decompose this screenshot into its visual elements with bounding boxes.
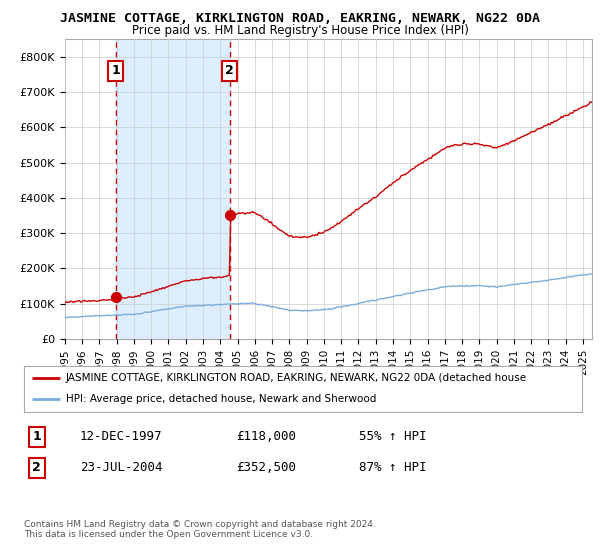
Text: £352,500: £352,500: [236, 461, 296, 474]
Text: Price paid vs. HM Land Registry's House Price Index (HPI): Price paid vs. HM Land Registry's House …: [131, 24, 469, 36]
Text: JASMINE COTTAGE, KIRKLINGTON ROAD, EAKRING, NEWARK, NG22 0DA: JASMINE COTTAGE, KIRKLINGTON ROAD, EAKRI…: [60, 12, 540, 25]
Text: 1: 1: [112, 64, 120, 77]
Text: 87% ↑ HPI: 87% ↑ HPI: [359, 461, 426, 474]
Text: 2: 2: [226, 64, 234, 77]
Text: JASMINE COTTAGE, KIRKLINGTON ROAD, EAKRING, NEWARK, NG22 0DA (detached house: JASMINE COTTAGE, KIRKLINGTON ROAD, EAKRI…: [66, 373, 527, 383]
Text: 55% ↑ HPI: 55% ↑ HPI: [359, 430, 426, 443]
Bar: [116, 39, 230, 339]
Text: 2: 2: [32, 461, 41, 474]
Point: [111, 293, 121, 302]
Text: 1: 1: [32, 430, 41, 443]
Text: Contains HM Land Registry data © Crown copyright and database right 2024.
This d: Contains HM Land Registry data © Crown c…: [24, 520, 376, 539]
Text: £118,000: £118,000: [236, 430, 296, 443]
Text: 12-DEC-1997: 12-DEC-1997: [80, 430, 162, 443]
Point: [225, 210, 235, 219]
Text: HPI: Average price, detached house, Newark and Sherwood: HPI: Average price, detached house, Newa…: [66, 394, 376, 404]
Text: 23-JUL-2004: 23-JUL-2004: [80, 461, 162, 474]
